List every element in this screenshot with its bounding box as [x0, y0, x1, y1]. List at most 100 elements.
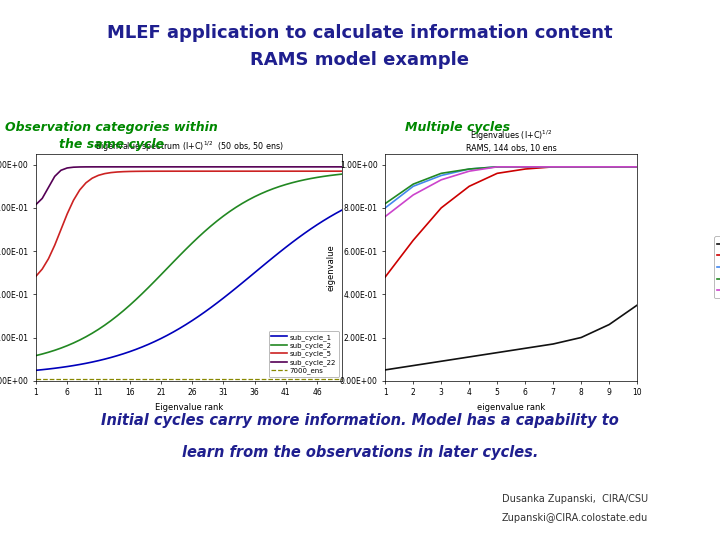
7000_ens — [213, 375, 222, 382]
sub_cycle_1 — [213, 300, 222, 306]
sub_cycle_22 — [132, 164, 140, 170]
sub_cycle_1 — [169, 329, 178, 335]
7000_ens — [113, 375, 122, 382]
cycle 10 — [465, 168, 474, 174]
sub_cycle_2 — [263, 188, 271, 194]
sub_cycle_5 — [88, 175, 96, 181]
sub_cycle_2 — [294, 178, 302, 185]
sub_cycle_1 — [312, 221, 321, 228]
sub_cycle_2 — [188, 240, 197, 246]
7000_ens — [312, 375, 321, 382]
sub_cycle_1 — [294, 234, 302, 241]
sub_cycle_2 — [275, 183, 284, 190]
cycle 1 — [605, 321, 613, 328]
sub_cycle_2 — [194, 234, 203, 240]
sub_cycle_5 — [181, 168, 190, 174]
sub_cycle_1 — [331, 210, 340, 217]
sub_cycle_1 — [200, 309, 209, 315]
sub_cycle_22 — [269, 164, 278, 170]
sub_cycle_22 — [32, 201, 40, 208]
7000_ens — [207, 375, 215, 382]
sub_cycle_1 — [63, 363, 71, 370]
Text: MLEF application to calculate information content: MLEF application to calculate informatio… — [107, 24, 613, 42]
sub_cycle_5 — [263, 168, 271, 174]
cycle 10 — [409, 192, 418, 198]
sub_cycle_22 — [81, 164, 90, 170]
sub_cycle_2 — [138, 291, 146, 297]
sub_cycle_22 — [144, 164, 153, 170]
sub_cycle_5 — [238, 168, 246, 174]
sub_cycle_22 — [94, 164, 103, 170]
sub_cycle_22 — [307, 164, 315, 170]
sub_cycle_1 — [94, 357, 103, 364]
sub_cycle_22 — [107, 164, 115, 170]
sub_cycle_22 — [312, 164, 321, 170]
sub_cycle_1 — [107, 354, 115, 361]
sub_cycle_2 — [244, 197, 253, 203]
Line: cycle 6: cycle 6 — [385, 167, 637, 208]
sub_cycle_1 — [238, 280, 246, 286]
sub_cycle_5 — [331, 168, 340, 174]
sub_cycle_1 — [76, 361, 84, 368]
cycle 3 — [577, 164, 585, 170]
Line: cycle 1: cycle 1 — [385, 305, 637, 370]
sub_cycle_22 — [44, 184, 53, 191]
cycle 3 — [549, 164, 557, 170]
sub_cycle_5 — [219, 168, 228, 174]
Legend: cycle 1, cycle 3, cycle 6, cycle 8, cycle 10: cycle 1, cycle 3, cycle 6, cycle 8, cycl… — [714, 237, 720, 298]
sub_cycle_2 — [132, 296, 140, 303]
Text: Zupanski@CIRA.colostate.edu: Zupanski@CIRA.colostate.edu — [502, 513, 648, 523]
7000_ens — [69, 375, 78, 382]
7000_ens — [169, 375, 178, 382]
cycle 10 — [521, 164, 529, 170]
sub_cycle_5 — [251, 168, 259, 174]
sub_cycle_5 — [107, 170, 115, 176]
7000_ens — [194, 375, 203, 382]
cycle 3 — [521, 166, 529, 172]
sub_cycle_2 — [175, 252, 184, 259]
cycle 1 — [577, 334, 585, 341]
sub_cycle_1 — [69, 362, 78, 369]
sub_cycle_22 — [319, 164, 328, 170]
sub_cycle_5 — [138, 168, 146, 174]
sub_cycle_22 — [219, 164, 228, 170]
cycle 3 — [409, 237, 418, 244]
Text: Initial cycles carry more information. Model has a capability to: Initial cycles carry more information. M… — [101, 413, 619, 428]
7000_ens — [331, 375, 340, 382]
sub_cycle_1 — [282, 244, 290, 251]
sub_cycle_5 — [81, 180, 90, 186]
sub_cycle_1 — [125, 348, 134, 355]
sub_cycle_22 — [119, 164, 127, 170]
sub_cycle_2 — [213, 218, 222, 224]
sub_cycle_1 — [244, 275, 253, 281]
X-axis label: eigenvalue rank: eigenvalue rank — [477, 403, 545, 412]
cycle 1 — [465, 354, 474, 360]
7000_ens — [100, 375, 109, 382]
sub_cycle_22 — [88, 164, 96, 170]
cycle 1 — [381, 367, 390, 373]
sub_cycle_5 — [113, 169, 122, 176]
7000_ens — [300, 375, 309, 382]
sub_cycle_1 — [88, 359, 96, 365]
sub_cycle_5 — [213, 168, 222, 174]
sub_cycle_2 — [76, 337, 84, 343]
cycle 6 — [605, 164, 613, 170]
7000_ens — [319, 375, 328, 382]
sub_cycle_5 — [38, 266, 47, 272]
sub_cycle_22 — [275, 164, 284, 170]
sub_cycle_22 — [175, 164, 184, 170]
7000_ens — [107, 375, 115, 382]
7000_ens — [263, 375, 271, 382]
sub_cycle_2 — [156, 272, 165, 278]
7000_ens — [251, 375, 259, 382]
sub_cycle_2 — [94, 326, 103, 333]
sub_cycle_2 — [69, 340, 78, 346]
sub_cycle_2 — [163, 265, 171, 272]
7000_ens — [325, 375, 334, 382]
sub_cycle_5 — [100, 171, 109, 177]
sub_cycle_5 — [163, 168, 171, 174]
cycle 10 — [549, 164, 557, 170]
sub_cycle_1 — [50, 365, 59, 372]
sub_cycle_2 — [325, 172, 334, 179]
cycle 6 — [577, 164, 585, 170]
